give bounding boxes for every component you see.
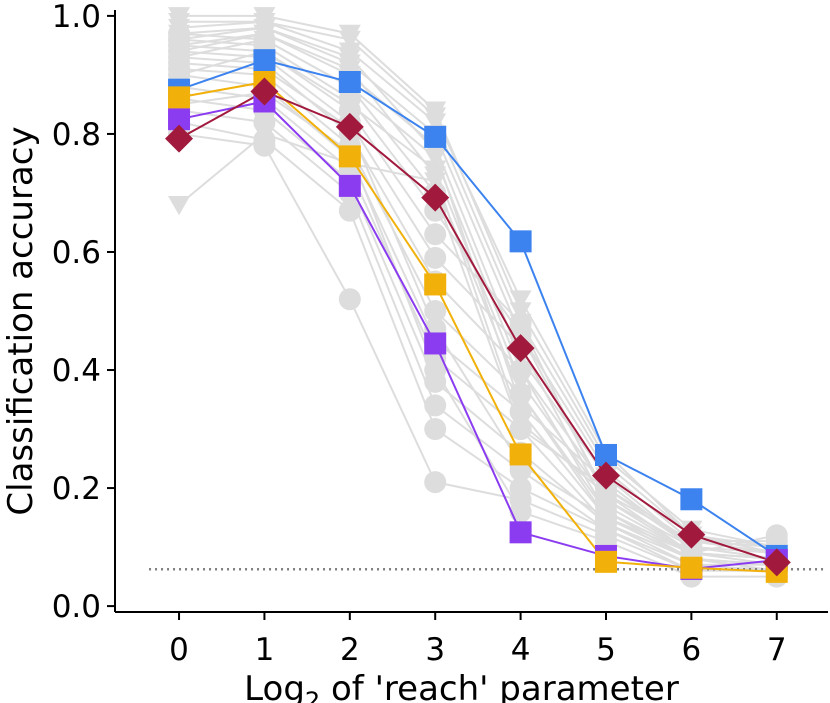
background-series-point [338,288,361,311]
background-series-point [424,300,447,322]
background-series-point [338,199,361,222]
background-series-point [509,414,532,434]
y-tick-label: 0.4 [52,353,101,389]
background-series-point [338,60,361,80]
background-series-line [178,91,777,578]
background-series-point [424,246,447,269]
series-point-red [677,520,706,549]
x-axis-label: Log2 of 'reach' parameter [244,669,679,703]
background-series-point [424,471,447,494]
series-point-red [250,77,279,106]
x-axis-label-suffix: of 'reach' parameter [320,669,679,703]
series-point-blue [253,49,276,72]
series-point-orange [424,273,447,296]
background-series-line [178,121,777,572]
background-series-line [178,32,777,566]
background-series-line [178,97,777,572]
background-series-point [424,223,447,246]
series-point-blue [509,230,532,253]
background-series-point [509,500,532,523]
y-axis-label: Classification accuracy [1,126,41,515]
background-series-point [424,418,447,441]
background-series-point [509,314,532,334]
series-point-blue [338,71,361,94]
background-series-point [680,544,703,564]
series-point-red [591,461,620,490]
series-point-red [762,548,791,577]
background-series-point [509,373,532,393]
background-series-point [509,477,532,500]
series-point-blue [424,125,447,148]
background-series-point [168,42,191,62]
background-series-point [509,302,532,322]
background-series-point [424,166,447,186]
series-point-orange [680,556,703,579]
background-series-line [178,20,777,554]
series-point-red [335,112,364,141]
series-point-purple [168,108,191,131]
x-tick-label: 7 [767,632,787,668]
background-series-point [253,125,276,145]
background-series-point [509,396,532,416]
series-line-orange [178,80,777,573]
series-point-purple [338,174,361,197]
series-point-orange [509,443,532,466]
x-tick-label: 0 [169,632,189,668]
x-axis-label-subscript: 2 [305,687,320,703]
x-tick-label: 1 [255,632,275,668]
y-tick-label: 0.8 [52,117,101,153]
series-point-purple [424,332,447,355]
series-point-blue [594,444,617,467]
background-series-point [509,384,532,405]
background-series-line [179,20,777,549]
background-series-line [178,132,777,566]
x-tick-label: 5 [596,632,616,668]
x-tick-label: 2 [340,632,360,668]
background-series-point [338,95,361,115]
x-tick-label: 6 [682,632,702,668]
series-point-red [165,124,194,153]
background-series-line [178,62,777,555]
background-series-point [338,48,361,68]
highlighted-series-group [165,49,791,583]
series-point-blue [680,488,703,511]
background-series-point [424,394,447,417]
series-line-red [178,90,778,564]
background-series-point [253,24,276,45]
background-series-point [168,195,191,216]
background-series-point [168,18,191,39]
background-series-point [168,7,191,27]
x-tick-label: 4 [511,632,531,668]
series-point-red [506,334,535,363]
background-series-point [338,30,361,50]
background-series-point [424,107,447,127]
background-series-point [168,66,191,86]
y-tick-label: 1.0 [52,0,101,35]
series-point-orange [594,550,617,573]
series-point-red [421,183,450,212]
background-series-line [179,14,777,549]
series-point-orange [168,86,191,109]
series-point-purple [509,521,532,544]
background-series-point [424,359,447,382]
series-point-orange [338,145,361,168]
x-tick-label: 3 [425,632,445,668]
background-series-point [594,485,617,505]
background-series-point [594,502,617,523]
y-tick-label: 0.2 [52,471,101,507]
series-line-blue [178,59,778,557]
y-tick-label: 0.6 [52,235,101,271]
background-series-point [509,361,532,381]
background-series-point [168,30,191,50]
background-series-point [509,290,532,310]
x-axis-label-prefix: Log [244,669,305,703]
y-tick-label: 0.0 [52,589,101,625]
background-series-line [178,26,777,560]
